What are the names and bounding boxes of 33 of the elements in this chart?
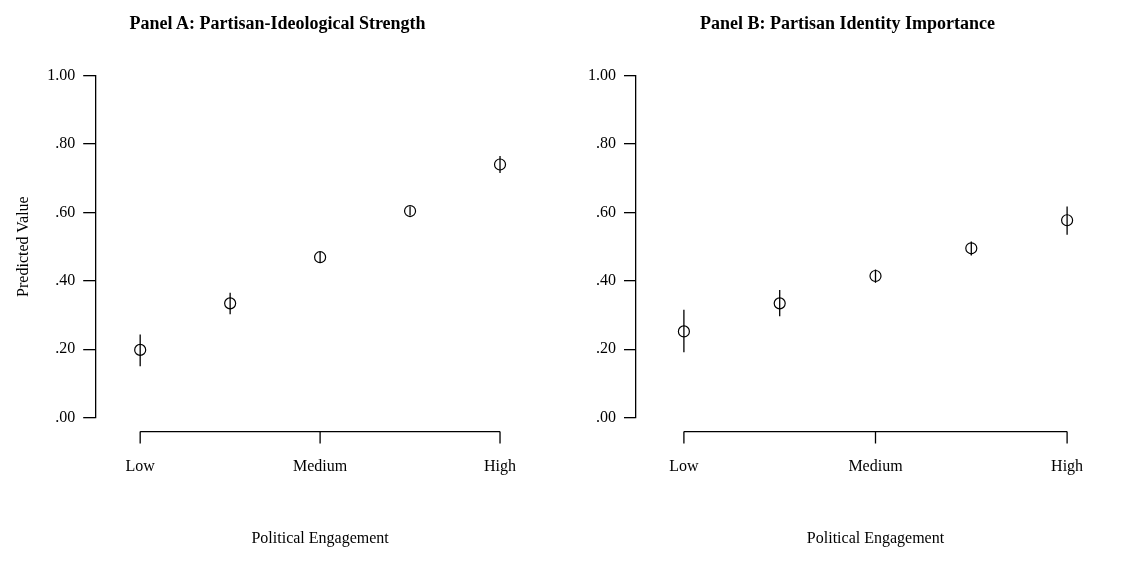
point — [869, 269, 882, 283]
x-tick-label: Low — [125, 457, 156, 475]
point — [965, 242, 978, 255]
y-tick-label: .60 — [596, 202, 616, 220]
y-tick-label: .40 — [55, 271, 76, 288]
y-tick-label: .20 — [596, 339, 616, 357]
y-axis-title: Predicted Value — [13, 196, 31, 297]
chart-title: Panel A: Partisan-Ideological Strength — [129, 13, 426, 34]
x-tick-label: Low — [669, 457, 700, 475]
y-tick-label: .80 — [596, 134, 616, 152]
y-tick-label: 1.00 — [47, 65, 76, 83]
point — [677, 325, 690, 338]
chart-title: Panel B: Partisan Identity Importance — [700, 13, 995, 34]
x-axis-title: Political Engagement — [806, 528, 945, 547]
y-tick-label: .40 — [596, 271, 616, 288]
y-tick-label: 1.00 — [588, 65, 616, 83]
y-tick-label: .20 — [55, 339, 76, 357]
y-tick-label: .00 — [596, 407, 616, 425]
point — [493, 158, 507, 171]
y-tick-label: .60 — [55, 202, 76, 220]
point — [773, 297, 786, 310]
x-tick-label: Medium — [292, 457, 348, 475]
point — [403, 204, 417, 218]
x-tick-label: Medium — [848, 457, 904, 475]
x-axis-title: Political Engagement — [251, 528, 390, 547]
y-tick-label: .00 — [55, 407, 76, 425]
point — [134, 343, 147, 356]
x-tick-label: High — [484, 457, 517, 476]
y-tick-label: .80 — [55, 134, 76, 152]
point — [224, 297, 237, 310]
x-tick-label: High — [1051, 457, 1084, 476]
point — [1061, 214, 1074, 227]
point — [314, 251, 327, 264]
